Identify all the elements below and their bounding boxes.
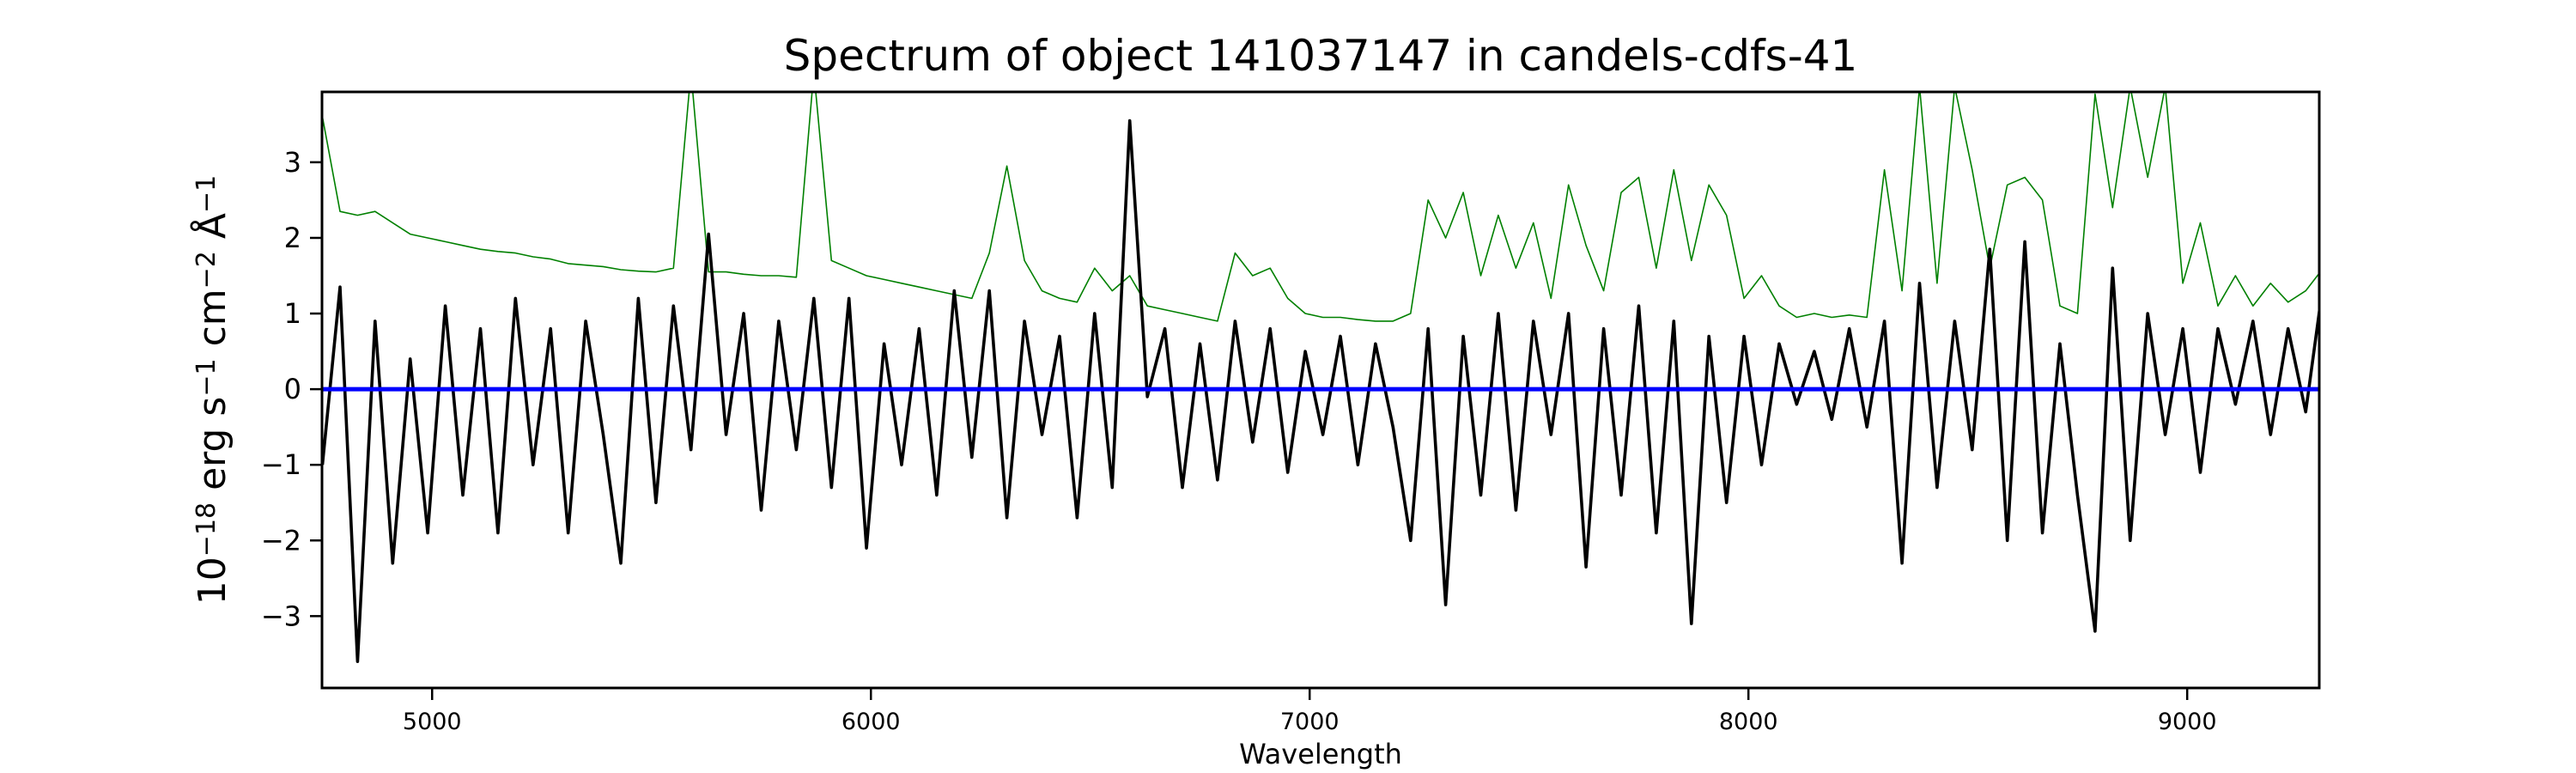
y-tick-label: 3 bbox=[284, 146, 301, 179]
chart-title: Spectrum of object 141037147 in candels-… bbox=[784, 31, 1858, 81]
x-tick-label: 5000 bbox=[403, 709, 462, 735]
y-tick-label: 0 bbox=[284, 373, 301, 405]
y-label-text: erg s bbox=[191, 397, 234, 502]
y-label-exponent: −2 bbox=[191, 251, 222, 289]
y-axis-label: 10−18 erg s−1 cm−2 Å−1 bbox=[189, 175, 234, 605]
x-tick-label: 9000 bbox=[2158, 709, 2217, 735]
x-axis: 5000 6000 7000 8000 9000 bbox=[403, 688, 2217, 735]
y-label-exponent: −1 bbox=[191, 358, 222, 396]
x-axis-label: Wavelength bbox=[1239, 738, 1402, 770]
y-label-text: 10 bbox=[191, 557, 234, 605]
y-tick-label: −2 bbox=[261, 524, 301, 557]
x-tick-label: 7000 bbox=[1280, 709, 1340, 735]
y-label-exponent: −18 bbox=[191, 502, 222, 557]
y-label-text: cm bbox=[191, 289, 234, 358]
x-tick-label: 6000 bbox=[841, 709, 901, 735]
y-label-exponent: −1 bbox=[191, 175, 222, 213]
y-tick-label: 2 bbox=[284, 222, 301, 254]
y-tick-label: −3 bbox=[261, 600, 301, 632]
x-tick-label: 8000 bbox=[1719, 709, 1778, 735]
series-flux-line bbox=[322, 119, 2319, 664]
y-tick-label: −1 bbox=[261, 448, 301, 481]
y-tick-label: 1 bbox=[284, 297, 301, 330]
y-label-text: Å bbox=[189, 213, 234, 251]
y-axis: −3 −2 −1 0 1 2 3 bbox=[261, 146, 322, 632]
series-layer bbox=[322, 92, 2319, 664]
